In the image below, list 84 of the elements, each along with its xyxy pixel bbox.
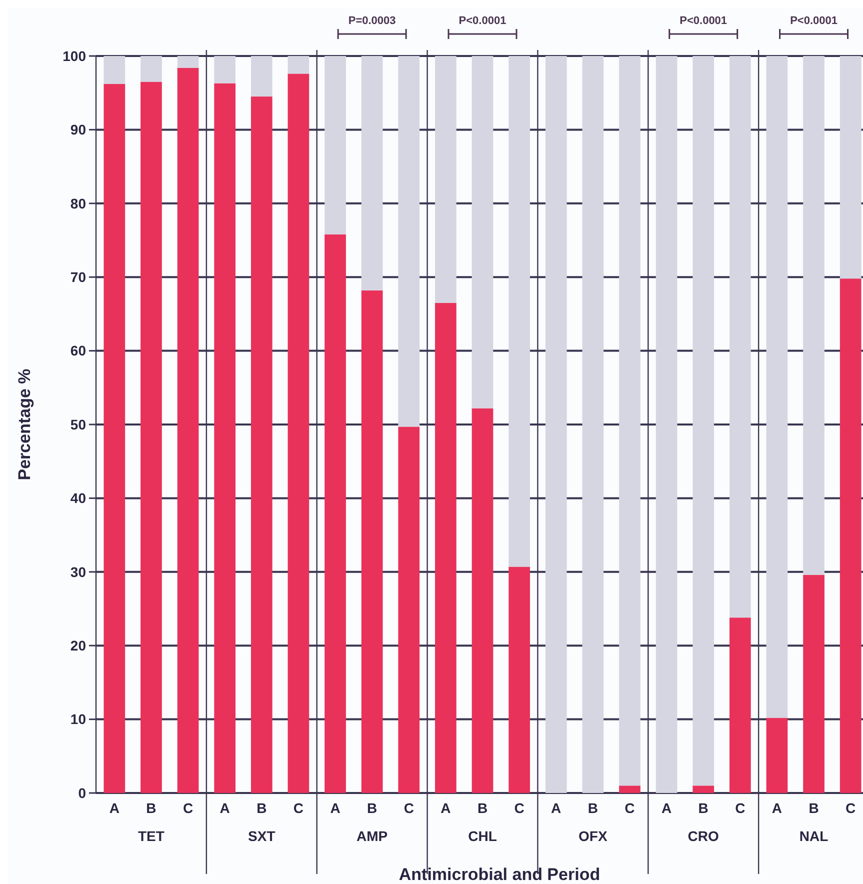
bar [250, 56, 272, 97]
text: P<0.0001 [458, 15, 506, 27]
x-tick-label: B [477, 800, 488, 816]
bar [472, 56, 494, 408]
bar [692, 56, 714, 786]
text: CHL [468, 828, 498, 844]
text: P=0.0003 [348, 15, 396, 27]
bar [619, 56, 640, 786]
text: AMP [356, 828, 388, 844]
bar [840, 278, 862, 793]
y-tick-label: 60 [70, 342, 86, 359]
text: TET [138, 828, 165, 844]
bar [508, 566, 530, 793]
bar [545, 56, 567, 793]
text: NAL [799, 828, 829, 844]
x-tick-label: B [808, 800, 819, 816]
x-tick-label: B [367, 800, 378, 816]
text: SXT [248, 828, 276, 844]
y-tick-label: 0 [78, 784, 86, 801]
text: CRO [688, 828, 720, 844]
y-tick-label: 70 [70, 269, 86, 285]
bar [140, 82, 162, 793]
bar [140, 56, 162, 82]
bar [435, 302, 456, 793]
y-tick-label: 10 [70, 711, 86, 728]
bar [582, 56, 604, 793]
bar [729, 618, 751, 793]
bar [324, 234, 346, 793]
bar [177, 56, 199, 68]
bar [214, 56, 236, 84]
bar [840, 56, 862, 279]
bar [288, 56, 310, 74]
y-axis-title: Percentage % [15, 368, 34, 480]
text: P<0.0001 [680, 15, 728, 27]
x-tick-label: C [293, 800, 304, 816]
y-tick-label: 80 [70, 195, 86, 212]
x-tick-label: C [514, 800, 524, 816]
bar [619, 786, 640, 793]
x-tick-label: B [698, 800, 708, 816]
bar [288, 74, 310, 793]
x-axis-title: Antimicrobial and Period [398, 865, 600, 884]
bar [214, 83, 236, 793]
x-tick-label: B [256, 800, 267, 816]
bar [361, 56, 383, 290]
bar [766, 718, 788, 793]
bar [766, 56, 788, 718]
x-tick-label: A [220, 800, 230, 816]
x-tick-label: C [404, 800, 414, 816]
y-tick-label: 40 [70, 490, 86, 506]
bar [250, 96, 272, 793]
x-tick-label: C [182, 800, 194, 816]
x-tick-label: A [772, 800, 782, 816]
x-tick-label: C [735, 800, 746, 816]
bar [508, 56, 530, 567]
bar [692, 786, 714, 793]
text: OFX [578, 828, 608, 844]
bar [435, 56, 456, 303]
x-tick-label: A [661, 800, 672, 816]
y-tick-label: 20 [70, 638, 86, 654]
bar [177, 68, 199, 793]
bar [472, 408, 494, 793]
x-tick-label: B [588, 800, 598, 816]
x-tick-label: C [624, 800, 635, 816]
bar [729, 56, 751, 618]
y-tick-label: 90 [70, 122, 86, 138]
x-tick-label: C [846, 800, 856, 816]
x-tick-label: A [330, 800, 340, 816]
bar [656, 56, 678, 793]
y-tick-label: 100 [62, 48, 86, 64]
bar [324, 56, 346, 234]
bar [398, 56, 420, 427]
y-tick-label: 50 [70, 416, 86, 432]
x-tick-label: A [440, 800, 451, 816]
y-tick-label: 30 [70, 564, 86, 580]
x-tick-label: A [109, 800, 120, 816]
bar [361, 290, 383, 793]
bar [104, 84, 126, 793]
bar [398, 426, 420, 793]
text: P<0.0001 [790, 15, 838, 27]
bar [803, 56, 824, 575]
x-tick-label: B [146, 800, 156, 816]
bar [803, 574, 824, 793]
x-tick-label: A [551, 800, 562, 816]
bar [104, 56, 126, 84]
